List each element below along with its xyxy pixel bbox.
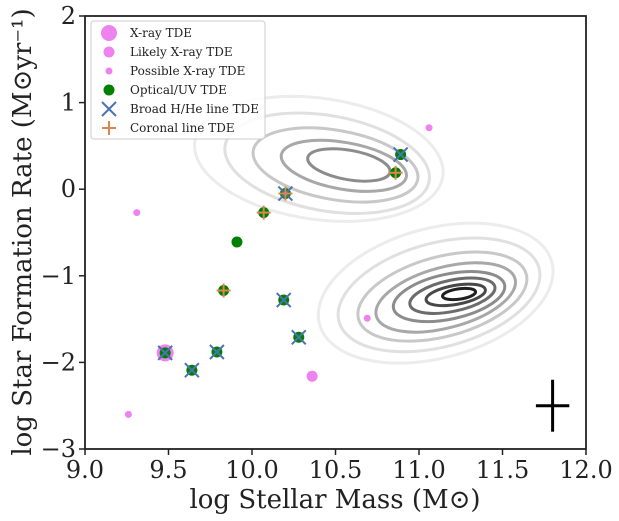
legend-label-4: Broad H/He line TDE <box>130 102 259 116</box>
x-tick-label-3: 10.5 <box>309 456 362 484</box>
legend-marker-5 <box>102 121 116 135</box>
possible-xray-tde-point-2 <box>363 314 371 322</box>
broad-line-tde-point-1 <box>184 362 200 378</box>
x-tick-label-1: 9.5 <box>149 456 187 484</box>
x-axis-label: log Stellar Mass (M⊙) <box>189 485 480 515</box>
broad-line-tde-point-2 <box>209 344 225 360</box>
contour-level-5-peak-0 <box>408 276 497 315</box>
x-tick-label-0: 9.0 <box>66 456 104 484</box>
contour-level-3-peak-0 <box>279 138 408 193</box>
x-tick-label-4: 11.0 <box>392 456 445 484</box>
legend-marker-2 <box>105 67 113 75</box>
coronal-line-tde-point-3 <box>388 165 403 180</box>
broad-line-tde-point-6 <box>392 146 409 163</box>
y-tick-label-3: 0 <box>61 175 76 203</box>
legend-marker-3 <box>103 84 115 96</box>
legend-label-2: Possible X-ray TDE <box>130 64 245 78</box>
legend-label-1: Likely X-ray TDE <box>130 45 233 59</box>
y-tick-label-2: −1 <box>41 262 76 290</box>
optical-uv-tde-point-4 <box>231 236 243 248</box>
possible-xray-tde-point-3 <box>425 124 433 132</box>
likely-xray-tde-point-0 <box>306 370 318 382</box>
x-tick-label-5: 11.5 <box>476 456 529 484</box>
possible-xray-tde-point-1 <box>133 209 141 217</box>
coronal-line-tde-point-0 <box>216 283 231 298</box>
legend-marker-4 <box>101 101 117 117</box>
x-tick-label-6: 12.0 <box>559 456 612 484</box>
contour-level-2-peak-0 <box>251 126 420 204</box>
broad-line-tde-point-3 <box>276 292 292 308</box>
contour-level-3-peak-1 <box>374 261 518 334</box>
contour-level-2-peak-1 <box>356 250 529 343</box>
y-tick-label-1: −2 <box>41 348 76 376</box>
broad-line-tde-point-0 <box>157 345 173 361</box>
coronal-line-tde-point-1 <box>256 205 271 220</box>
y-axis-label: log Star Formation Rate (M⊙yr⁻¹) <box>8 8 38 455</box>
legend-marker-0 <box>101 25 117 41</box>
legend-label-0: X-ray TDE <box>130 26 192 40</box>
contour-level-4-peak-1 <box>391 270 507 324</box>
legend-label-5: Coronal line TDE <box>130 121 235 135</box>
y-tick-label-5: 2 <box>61 2 76 30</box>
contour-level-1-peak-1 <box>336 236 542 354</box>
axis-ticks: 9.0 9.5 10.0 10.5 11.0 11.5 12.0 −3 −2 −1 0 1 2 <box>41 2 613 484</box>
legend-label-3: Optical/UV TDE <box>130 83 227 97</box>
broad-line-tde-point-5 <box>291 329 307 345</box>
x-tick-label-2: 10.0 <box>225 456 278 484</box>
legend-box <box>90 20 266 140</box>
coronal-line-tde-point-2 <box>278 186 293 201</box>
contour-level-7-peak-0 <box>441 286 478 302</box>
y-tick-label-0: −3 <box>41 435 76 463</box>
legend-marker-1 <box>103 46 115 58</box>
contour-level-0-peak-0 <box>192 94 445 223</box>
contour-level-1-peak-0 <box>223 111 431 215</box>
error-bar-example <box>535 379 570 432</box>
data-points <box>124 124 433 418</box>
contour-level-6-peak-0 <box>424 282 487 308</box>
legend: X-ray TDE Likely X-ray TDE Possible X-ray … <box>90 20 266 140</box>
possible-xray-tde-point-0 <box>124 410 132 418</box>
contour-level-4-peak-0 <box>306 147 392 183</box>
contour-level-0-peak-1 <box>316 221 555 365</box>
y-tick-label-4: 1 <box>61 89 76 117</box>
